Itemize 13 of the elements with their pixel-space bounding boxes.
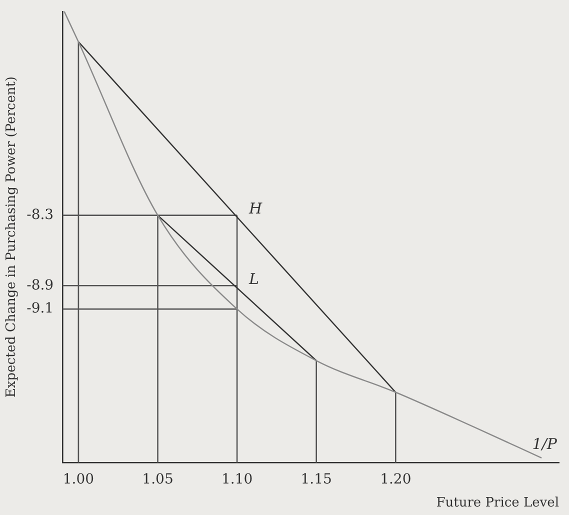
annotation: L xyxy=(248,270,260,288)
annotation: H xyxy=(248,200,264,218)
x-axis-title: Future Price Level xyxy=(436,496,559,511)
x-tick-label: 1.05 xyxy=(142,472,174,488)
x-tick-label: 1.15 xyxy=(300,472,332,488)
x-tick-label: 1.10 xyxy=(221,472,253,488)
x-tick-label: 1.20 xyxy=(380,472,412,488)
y-axis-title: Expected Change in Purchasing Power (Percent) xyxy=(4,76,20,398)
y-tick-label: -9.1 xyxy=(26,300,54,317)
y-tick-label: -8.9 xyxy=(26,277,54,294)
annotation: 1/P xyxy=(532,434,558,453)
x-tick-label: 1.00 xyxy=(62,472,94,488)
y-tick-label: -8.3 xyxy=(26,206,54,223)
